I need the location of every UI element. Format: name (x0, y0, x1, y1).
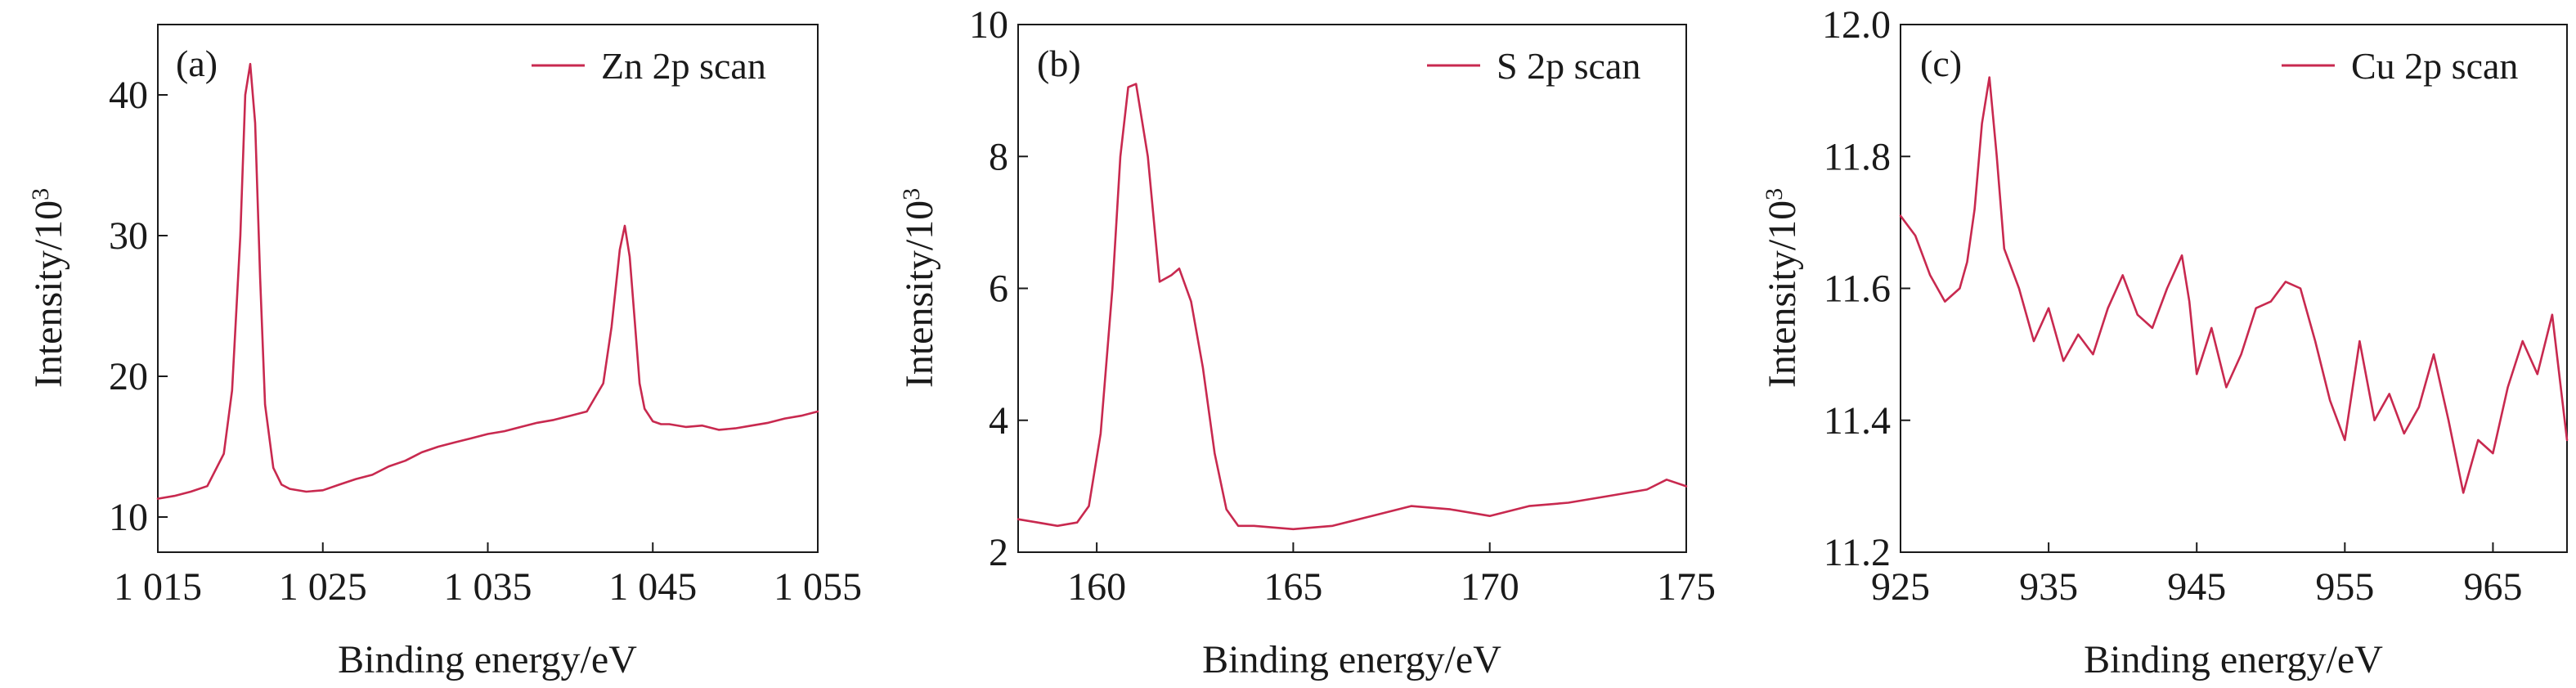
y-tick-label: 10 (969, 3, 1008, 47)
x-tick-label: 935 (2019, 565, 2078, 609)
x-tick-label: 160 (1067, 565, 1126, 609)
x-axis-label: Binding energy/eV (338, 638, 637, 681)
y-axis-label: Intensity/103 (27, 188, 70, 388)
y-axis-label: Intensity/103 (1761, 188, 1804, 388)
panel-label: (a) (176, 43, 218, 84)
panel-c-cu-2p: 925 935 945 955 965 11.2 11.4 11.6 11.8 12.0 (c)… (1761, 3, 2569, 681)
y-axis-label-base: Intensity/10 (27, 200, 70, 388)
y-tick-label: 11.4 (1824, 399, 1891, 443)
y-tick-label: 8 (989, 135, 1008, 178)
x-tick-label: 165 (1263, 565, 1322, 609)
plot-frame (1017, 24, 1687, 553)
x-tick-labels: 1 015 1 025 1 035 1 045 1 055 (114, 565, 862, 609)
cu-2p-series-line (1899, 76, 2569, 494)
x-tick-label: 945 (2167, 565, 2226, 609)
y-tick-label: 6 (989, 268, 1008, 311)
tick-marks (1018, 24, 1687, 553)
y-tick-label: 2 (989, 531, 1008, 574)
x-tick-label: 955 (2315, 565, 2374, 609)
y-tick-label: 40 (109, 74, 148, 117)
x-tick-label: 1 015 (114, 565, 202, 609)
legend-entry: S 2p scan (1497, 45, 1640, 87)
x-tick-label: 175 (1657, 565, 1716, 609)
y-tick-label: 30 (109, 214, 148, 258)
x-tick-labels: 160 165 170 175 (1067, 565, 1716, 609)
zn-2p-series-line (156, 62, 819, 500)
panel-label: (c) (1920, 43, 1962, 84)
plot-frame (1900, 24, 2568, 553)
y-tick-label: 11.2 (1824, 531, 1891, 574)
y-tick-label: 11.6 (1824, 268, 1891, 311)
legend-entry: Zn 2p scan (601, 45, 766, 87)
tick-marks (157, 94, 819, 552)
y-axis-label-exponent: 3 (898, 188, 925, 200)
y-axis-label-exponent: 3 (1761, 188, 1788, 200)
x-tick-label: 1 045 (608, 565, 697, 609)
x-tick-label: 1 025 (279, 565, 367, 609)
panel-b-s-2p: 160 165 170 175 2 4 6 8 10 (b) S 2p scan Bindin… (898, 3, 1716, 681)
y-tick-labels: 11.2 11.4 11.6 11.8 12.0 (1822, 3, 1891, 574)
x-tick-label: 965 (2463, 565, 2522, 609)
x-tick-label: 170 (1461, 565, 1519, 609)
x-tick-label: 925 (1871, 565, 1930, 609)
s-2p-series-line (1016, 83, 1688, 531)
panel-a-zn-2p: 1 015 1 025 1 035 1 045 1 055 10 20 30 40 (a) Z… (27, 24, 862, 681)
legend-entry: Cu 2p scan (2351, 45, 2518, 87)
y-tick-label: 4 (989, 399, 1008, 443)
y-axis-label-base: Intensity/10 (1761, 200, 1804, 388)
y-axis-label-exponent: 3 (27, 188, 54, 200)
y-tick-label: 12.0 (1822, 3, 1891, 47)
tick-marks (1900, 24, 2494, 553)
x-tick-label: 1 035 (444, 565, 532, 609)
x-axis-label: Binding energy/eV (1202, 638, 1501, 681)
y-axis-label: Intensity/103 (898, 188, 941, 388)
plot-frame (157, 24, 819, 553)
y-tick-label: 11.8 (1824, 135, 1891, 178)
x-axis-label: Binding energy/eV (2084, 638, 2383, 681)
panel-label: (b) (1037, 43, 1081, 84)
y-tick-labels: 10 20 30 40 (109, 74, 148, 539)
y-tick-label: 10 (109, 496, 148, 539)
y-tick-label: 20 (109, 355, 148, 398)
y-tick-labels: 2 4 6 8 10 (969, 3, 1008, 574)
x-tick-labels: 925 935 945 955 965 (1871, 565, 2522, 609)
y-axis-label-base: Intensity/10 (898, 200, 941, 388)
x-tick-label: 1 055 (774, 565, 862, 609)
